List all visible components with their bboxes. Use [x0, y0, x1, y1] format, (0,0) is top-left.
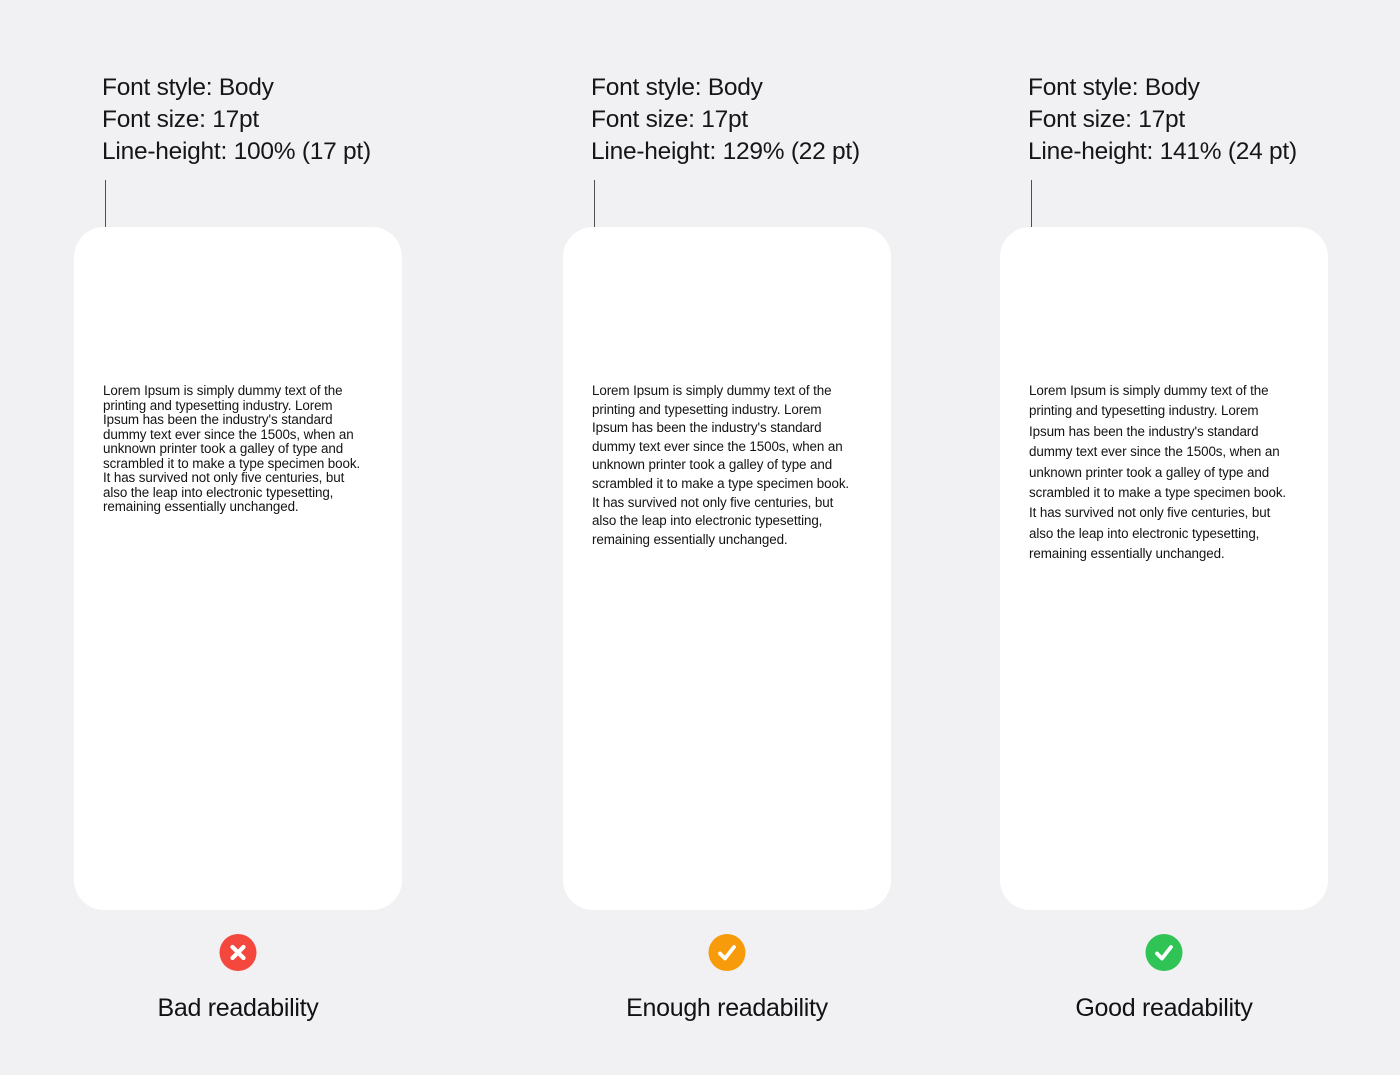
spec-header: Font style: Body Font size: 17pt Line-he… [102, 72, 371, 168]
phone-card: Lorem Ipsum is simply dummy text of the … [74, 227, 402, 910]
spec-font-size: Font size: 17pt [1028, 106, 1185, 133]
checkmark-icon [708, 934, 746, 971]
spec-line-height: Line-height: 129% (22 pt) [591, 138, 860, 165]
spec-font-style: Font style: Body [102, 74, 274, 101]
spec-line-height: Line-height: 100% (17 pt) [102, 138, 371, 165]
spec-font-size: Font size: 17pt [102, 106, 259, 133]
phone-card: Lorem Ipsum is simply dummy text of the … [1000, 227, 1328, 910]
checkmark-icon [1145, 934, 1183, 971]
spec-line-height: Line-height: 141% (24 pt) [1028, 138, 1297, 165]
lorem-paragraph: Lorem Ipsum is simply dummy text of the … [1029, 383, 1287, 562]
spec-font-size: Font size: 17pt [591, 106, 748, 133]
lorem-paragraph: Lorem Ipsum is simply dummy text of the … [592, 383, 850, 547]
x-mark-icon [219, 934, 257, 971]
readability-label: Enough readability [626, 994, 828, 1022]
spec-header: Font style: Body Font size: 17pt Line-he… [591, 72, 860, 168]
phone-card: Lorem Ipsum is simply dummy text of the … [563, 227, 891, 910]
column-enough-readability: Font style: Body Font size: 17pt Line-he… [563, 0, 891, 1075]
column-good-readability: Font style: Body Font size: 17pt Line-he… [1000, 0, 1328, 1075]
lorem-paragraph: Lorem Ipsum is simply dummy text of the … [103, 383, 361, 514]
column-bad-readability: Font style: Body Font size: 17pt Line-he… [74, 0, 402, 1075]
spec-font-style: Font style: Body [1028, 74, 1200, 101]
readability-label: Bad readability [157, 994, 319, 1022]
readability-label: Good readability [1075, 994, 1253, 1022]
spec-header: Font style: Body Font size: 17pt Line-he… [1028, 72, 1297, 168]
spec-font-style: Font style: Body [591, 74, 763, 101]
